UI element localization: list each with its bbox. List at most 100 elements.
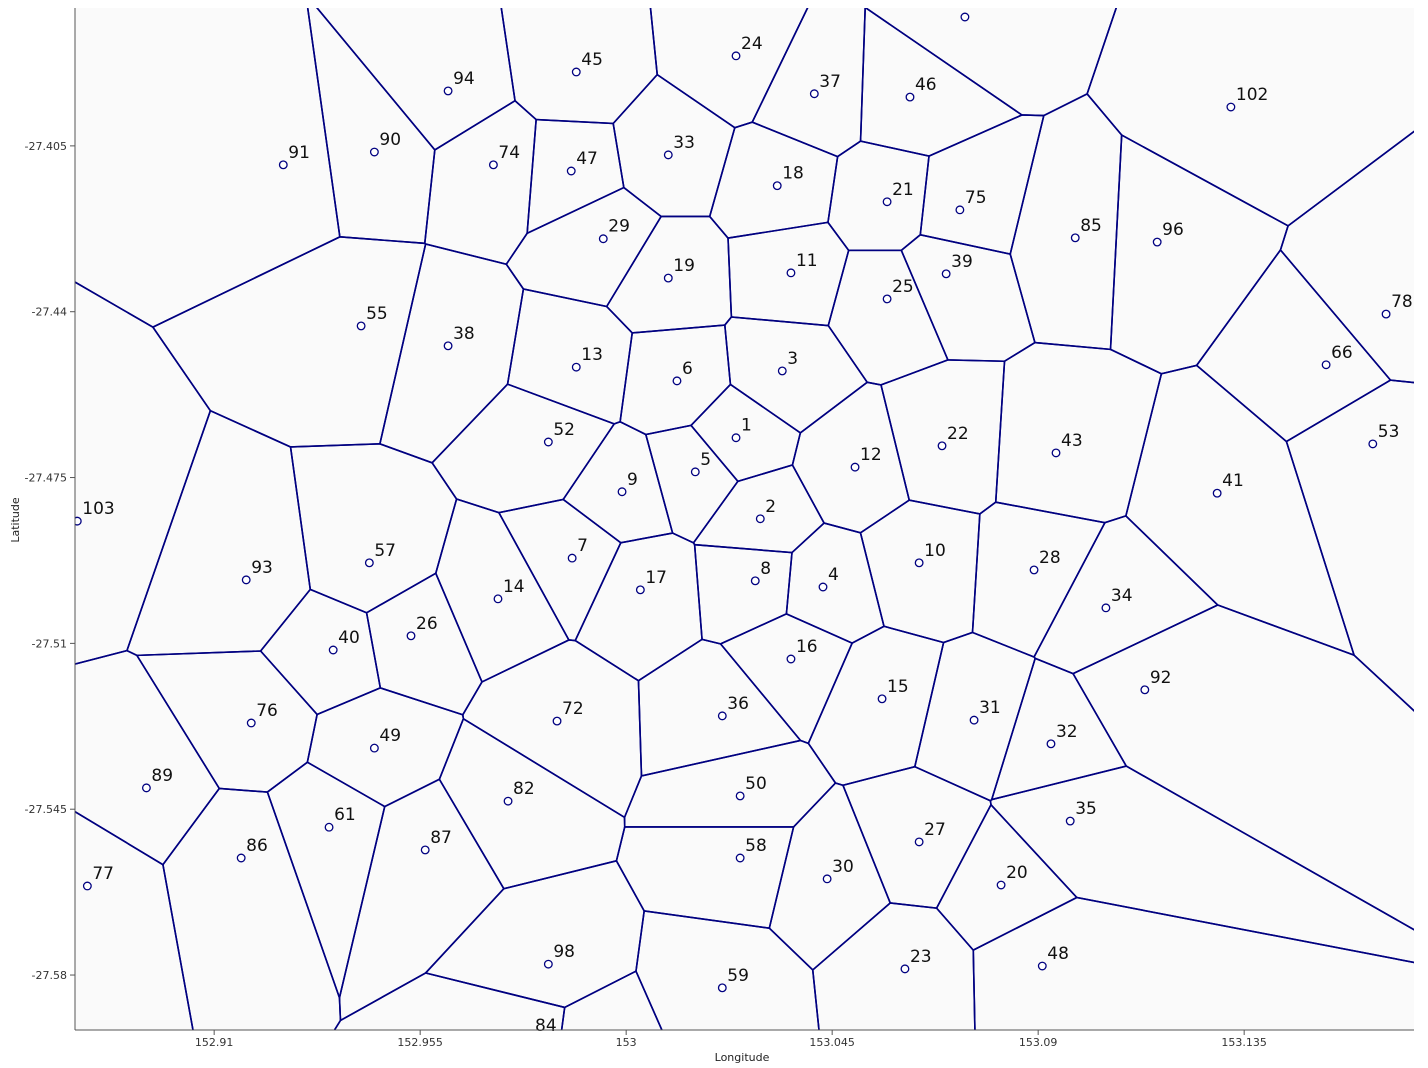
site-point [1029, 565, 1039, 575]
site-label: 47 [576, 149, 598, 169]
site-point [786, 268, 796, 278]
site-point [278, 160, 288, 170]
site-label: 87 [430, 828, 452, 848]
site-label: 15 [887, 677, 909, 697]
site-point [1065, 816, 1075, 826]
site-point [1152, 237, 1162, 247]
site-label: 46 [915, 75, 937, 95]
site-label: 6 [682, 359, 693, 379]
site-label: 5 [700, 450, 711, 470]
site-point [617, 487, 627, 497]
point-markers [75, 12, 1391, 1050]
site-point [566, 166, 576, 176]
site-point [809, 89, 819, 99]
site-label: 84 [535, 1016, 557, 1036]
site-label: 90 [379, 130, 401, 150]
site-point [420, 845, 430, 855]
site-point [717, 711, 727, 721]
site-point [777, 366, 787, 376]
site-label: 96 [1162, 220, 1184, 240]
site-point [818, 582, 828, 592]
site-point [241, 575, 251, 585]
y-tick-label: -27.475 [25, 472, 67, 485]
site-label: 98 [553, 942, 575, 962]
site-label: 21 [892, 180, 914, 200]
site-point [364, 558, 374, 568]
y-tick-label: -27.58 [32, 969, 67, 982]
site-label: 13 [581, 345, 603, 365]
site-point [690, 467, 700, 477]
site-point [493, 594, 503, 604]
site-point [717, 983, 727, 993]
site-label: 12 [860, 445, 882, 465]
site-label: 49 [379, 726, 401, 746]
x-axis-title: Longitude [715, 1051, 770, 1064]
site-point [571, 362, 581, 372]
site-point [598, 234, 608, 244]
site-point [1226, 102, 1236, 112]
site-point [82, 881, 92, 891]
site-point [1321, 360, 1331, 370]
site-point [772, 181, 782, 191]
site-label: 45 [581, 50, 603, 70]
y-tick-label: -27.51 [32, 637, 67, 650]
site-label: 57 [374, 541, 396, 561]
site-label: 37 [819, 72, 841, 92]
site-point [850, 462, 860, 472]
site-point [75, 516, 82, 526]
site-label: 33 [673, 133, 695, 153]
site-label: 23 [910, 947, 932, 967]
site-label: 66 [1331, 343, 1353, 363]
site-label: 58 [745, 836, 767, 856]
site-point [586, 1042, 594, 1050]
site-label: 75 [965, 188, 987, 208]
site-label: 41 [1222, 471, 1244, 491]
site-point [246, 718, 256, 728]
site-point [1101, 603, 1111, 613]
site-point [1381, 309, 1391, 319]
site-point [552, 716, 562, 726]
site-label: 53 [1378, 422, 1400, 442]
site-point [955, 205, 965, 215]
voronoi-cell [635, 910, 820, 1030]
site-point [443, 341, 453, 351]
site-label: 7 [577, 536, 588, 556]
y-axis-title: Latitude [9, 497, 22, 543]
site-label: 59 [727, 966, 749, 986]
site-point [877, 694, 887, 704]
site-point [443, 86, 453, 96]
site-label: 22 [947, 424, 969, 444]
site-label: 85 [1080, 216, 1102, 236]
x-tick-label: 152.955 [397, 1036, 443, 1049]
y-tick-label: -27.545 [25, 803, 67, 816]
site-point [1212, 488, 1222, 498]
site-label: 32 [1056, 722, 1078, 742]
y-tick-label: -27.44 [32, 306, 67, 319]
site-point [526, 1034, 534, 1042]
site-point [356, 321, 366, 331]
x-tick-label: 153.135 [1221, 1036, 1267, 1049]
site-label: 29 [608, 217, 630, 237]
site-label: 43 [1061, 431, 1083, 451]
x-tick-label: 153.09 [1019, 1036, 1058, 1049]
site-point [328, 645, 338, 655]
site-point [543, 959, 553, 969]
site-label: 1 [741, 416, 752, 436]
site-label: 74 [498, 143, 520, 163]
site-point [755, 514, 765, 524]
x-tick-label: 153.045 [809, 1036, 855, 1049]
site-point [369, 147, 379, 157]
site-point [996, 880, 1006, 890]
site-point [1046, 739, 1056, 749]
site-point [969, 715, 979, 725]
site-label: 26 [416, 614, 438, 634]
site-label: 8 [760, 559, 771, 579]
site-label: 30 [832, 857, 854, 877]
site-label: 39 [951, 252, 973, 272]
site-point [324, 822, 334, 832]
site-point [735, 853, 745, 863]
site-point [663, 273, 673, 283]
site-point [882, 294, 892, 304]
site-point [786, 654, 796, 664]
